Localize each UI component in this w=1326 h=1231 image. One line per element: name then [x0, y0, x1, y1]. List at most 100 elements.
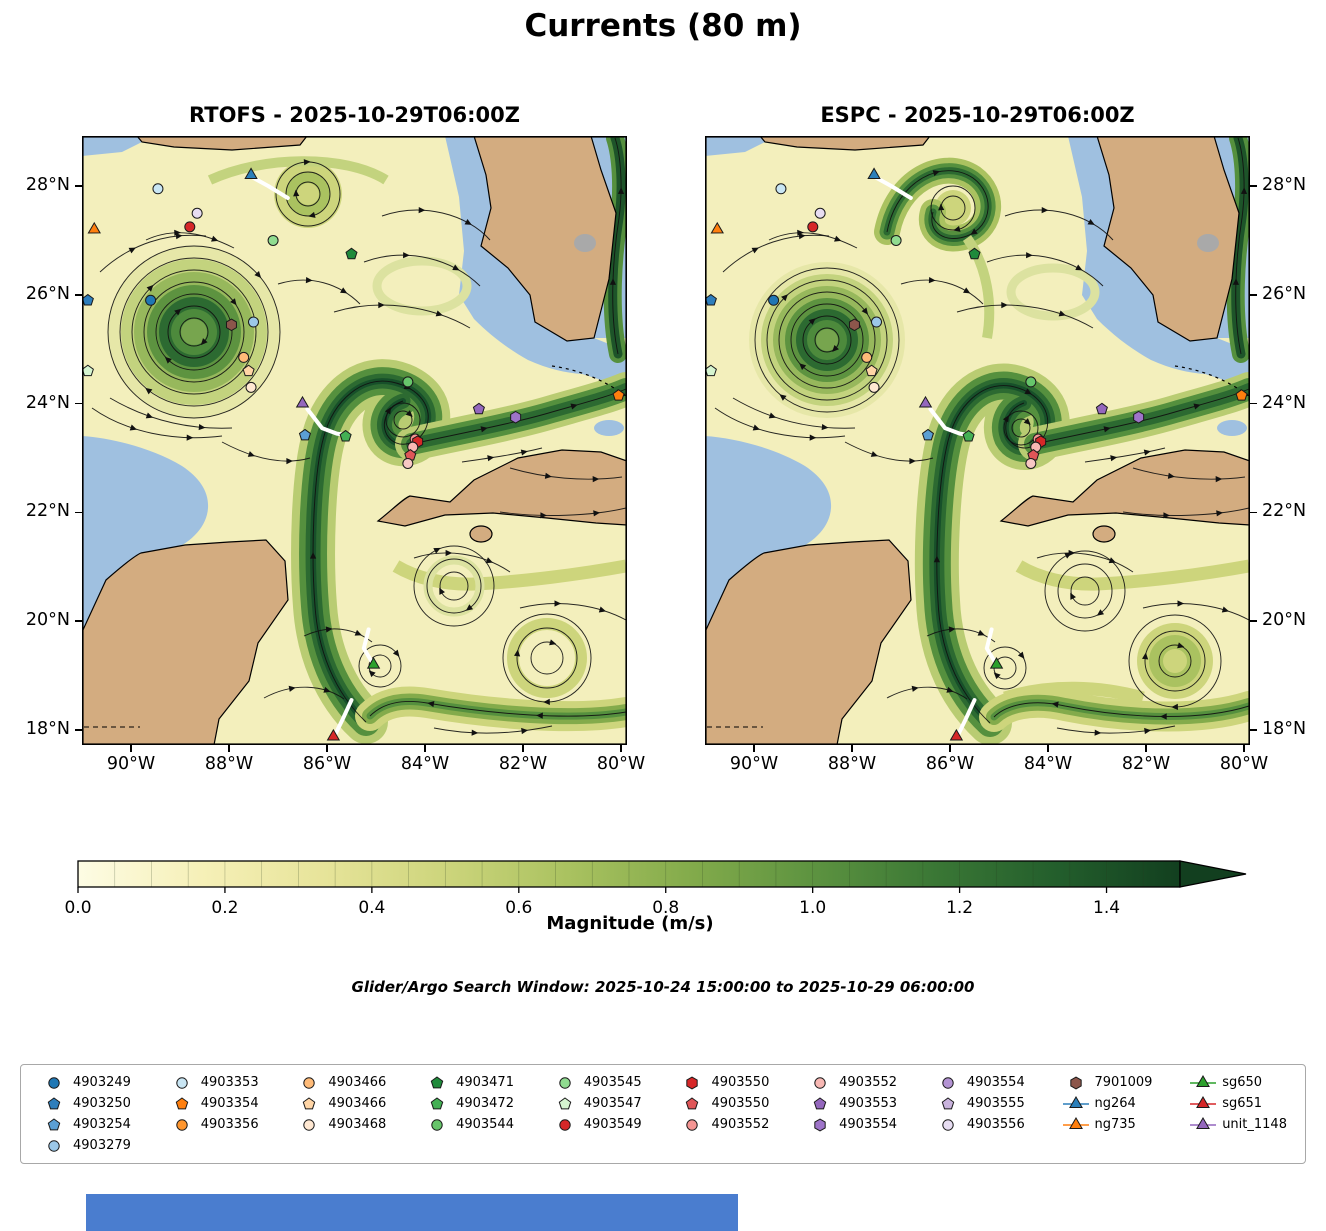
x-tick-label: 80°W: [596, 754, 646, 774]
x-tick: [326, 745, 328, 752]
map-marker-4903254: [298, 428, 312, 441]
map-marker-4903254: [47, 1118, 61, 1131]
glider-track-ng264: [874, 175, 913, 200]
colorbar-tick-label: 0.8: [652, 898, 679, 918]
legend-item-label: 4903254: [73, 1117, 131, 1132]
legend-column: 4903552 4903553 4903554: [805, 1073, 897, 1155]
circle-marker-icon: [686, 1119, 699, 1131]
legend-item-label: 4903554: [966, 1075, 1025, 1090]
legend-item-label: 4903550: [711, 1075, 770, 1090]
legend-item-label: 4903249: [73, 1075, 131, 1090]
rtofs-map: [82, 136, 627, 745]
y-tick: [75, 402, 82, 405]
map-marker-4903466: [242, 364, 255, 377]
hexagon-marker-icon: [1069, 1076, 1082, 1090]
legend-item-label: 4903466: [328, 1096, 387, 1111]
legend-column: 4903466 4903466 4903468: [294, 1073, 386, 1155]
map-marker-ng264: [1068, 1096, 1083, 1109]
panel-rtofs: RTOFS - 2025-10-29T06:00Z: [26, 103, 645, 774]
x-tick: [753, 745, 755, 752]
x-tick-label: 88°W: [827, 754, 877, 774]
map-marker-4903552: [1025, 457, 1037, 469]
triangle-marker-icon: [1190, 1075, 1217, 1088]
legend-item-label: 4903472: [456, 1096, 514, 1111]
pentagon-marker-icon: [941, 1097, 955, 1110]
triangle-marker-icon: [1062, 1117, 1089, 1130]
circle-marker-icon: [48, 1140, 60, 1152]
map-marker-4903552: [686, 1119, 699, 1131]
circle-marker-icon: [303, 1119, 316, 1131]
y-tick: [1250, 294, 1257, 296]
streamlines-layer: [714, 137, 1250, 736]
legend-item-label: 4903356: [200, 1117, 259, 1132]
map-marker-4903356: [175, 1119, 188, 1131]
colorbar-label: Magnitude (m/s): [546, 913, 714, 934]
legend-item: 4903468: [294, 1115, 386, 1135]
map-marker-4903249: [768, 294, 780, 306]
panel-espc: ESPC - 2025-10-29T06:00Z: [705, 103, 1306, 774]
x-tick: [1047, 745, 1049, 752]
map-marker-4903249: [48, 1077, 60, 1089]
y-tick: [1250, 511, 1257, 514]
legend-item: sg650: [1188, 1073, 1287, 1093]
map-marker-4903553: [472, 402, 485, 415]
colorbar: 0.0 0.2 0.4 0.6 0.8 1.0 1.2 1.4: [64, 860, 1247, 918]
map-marker-4903472: [430, 1097, 444, 1110]
map-marker-4903472: [962, 429, 975, 442]
y-tick-label: 18°N: [25, 719, 70, 740]
map-marker-4903354: [175, 1097, 188, 1110]
legend-item: 4903353: [167, 1073, 259, 1093]
legend-item-label: 4903554: [839, 1117, 898, 1132]
legend-item: 4903556: [933, 1115, 1025, 1135]
legend-column: 4903550 4903550 4903552: [677, 1073, 769, 1155]
streamlines-layer: [91, 137, 627, 736]
map-marker-4903545: [559, 1077, 571, 1089]
legend-column: sg650 sg651 unit_1148: [1188, 1073, 1287, 1155]
x-tick: [949, 745, 951, 752]
colorbar-tick-label: 0.6: [505, 898, 532, 918]
legend-item: 4903550: [677, 1094, 769, 1114]
y-tick: [75, 729, 82, 731]
circle-marker-icon: [303, 1077, 316, 1089]
map-marker-4903250: [47, 1097, 61, 1110]
search-window-note: Glider/Argo Search Window: 2025-10-24 15…: [351, 978, 975, 996]
legend-column: 4903353 4903354 4903356: [167, 1073, 259, 1155]
map-marker-sg650: [366, 657, 381, 669]
legend-item-label: 4903468: [328, 1117, 387, 1132]
legend-item-label: 4903250: [73, 1096, 131, 1111]
legend-item: 4903554: [805, 1115, 897, 1135]
legend-item-label: 4903550: [711, 1096, 770, 1111]
map-marker-7901009: [848, 318, 860, 332]
colorbar-tick-label: 1.0: [799, 898, 826, 918]
map-marker-4903545: [267, 234, 279, 246]
map-marker-4903471: [968, 247, 981, 260]
legend-item: 4903553: [805, 1094, 897, 1114]
map-marker-4903556: [191, 207, 203, 219]
map-marker-4903544: [402, 376, 414, 388]
map-marker-4903353: [775, 183, 787, 195]
pentagon-marker-icon: [430, 1076, 444, 1089]
map-marker-4903466: [865, 364, 878, 377]
map-marker-4903466: [303, 1097, 316, 1110]
map-marker-4903556: [814, 207, 826, 219]
y-tick-label: 22°N: [1262, 501, 1307, 522]
y-tick: [75, 511, 82, 514]
circle-marker-icon: [175, 1119, 188, 1131]
map-marker-4903544: [1025, 376, 1037, 388]
map-marker-unit_1148: [918, 395, 933, 408]
x-tick-label: 80°W: [1219, 754, 1269, 774]
legend-item: 4903549: [550, 1115, 642, 1135]
legend-item: 4903249: [39, 1073, 131, 1093]
map-marker-4903552: [402, 457, 414, 469]
x-tick-label: 88°W: [204, 754, 254, 774]
map-marker-unit_1148: [1196, 1117, 1211, 1130]
y-tick-label: 18°N: [1262, 719, 1307, 740]
x-tick: [424, 745, 426, 752]
map-marker-4903254: [921, 428, 935, 441]
legend-item: ng735: [1061, 1115, 1153, 1135]
pentagon-marker-icon: [430, 1097, 444, 1110]
pentagon-marker-icon: [47, 1097, 61, 1110]
y-tick-label: 22°N: [25, 501, 70, 522]
y-tick: [1250, 402, 1257, 405]
legend-column: 7901009 ng264 ng735: [1061, 1073, 1153, 1155]
